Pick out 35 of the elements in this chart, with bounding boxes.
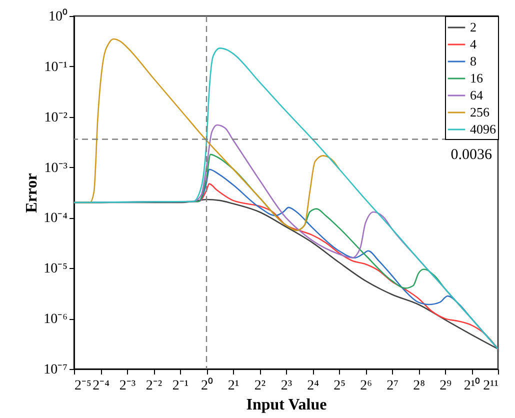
x-tick-label: 2⁻¹ (172, 378, 189, 394)
x-tick-label: 2⁰ (201, 378, 213, 394)
legend-label: 256 (470, 104, 490, 120)
x-tick-label: 2⁴ (307, 378, 320, 394)
x-tick-label: 2⁻⁴ (92, 378, 110, 394)
y-tick-label: 10⁻⁷ (44, 362, 68, 378)
x-tick-label: 2¹⁰ (464, 378, 480, 394)
y-tick-label: 10⁻⁵ (44, 262, 68, 277)
y-tick-label: 10⁻¹ (44, 60, 68, 75)
x-tick-label: 2⁸ (413, 378, 426, 394)
x-tick-label: 2¹¹ (483, 378, 498, 394)
x-tick-label: 2⁹ (440, 378, 452, 394)
y-tick-label: 10⁻³ (44, 160, 68, 176)
x-axis-title: Input Value (246, 396, 327, 414)
legend-label: 16 (470, 70, 484, 86)
legend-label: 2 (470, 20, 476, 34)
y-tick-label: 10⁰ (48, 8, 68, 24)
y-tick-label: 10⁻⁴ (44, 211, 68, 226)
x-tick-label: 2⁻² (146, 378, 162, 394)
y-tick-label: 10⁻⁶ (44, 312, 68, 328)
x-tick-label: 2² (254, 378, 266, 394)
ref-line-label: 0.0036 (450, 147, 492, 164)
legend-label: 4 (470, 36, 477, 52)
legend-label: 4096 (470, 122, 496, 136)
x-tick-label: 2⁵ (334, 378, 346, 394)
x-tick-label: 2⁻³ (119, 378, 136, 394)
x-tick-label: 2³ (280, 378, 292, 394)
x-tick-label: 2⁶ (360, 378, 372, 394)
y-axis-title: Error (24, 173, 41, 213)
legend-label: 64 (470, 88, 484, 102)
y-tick-label: 10⁻² (44, 110, 68, 126)
legend-label: 8 (470, 54, 476, 68)
x-tick-label: 2⁷ (386, 378, 399, 394)
x-tick-label: 2¹ (228, 378, 240, 394)
x-tick-label: 2⁻⁵ (74, 378, 92, 394)
